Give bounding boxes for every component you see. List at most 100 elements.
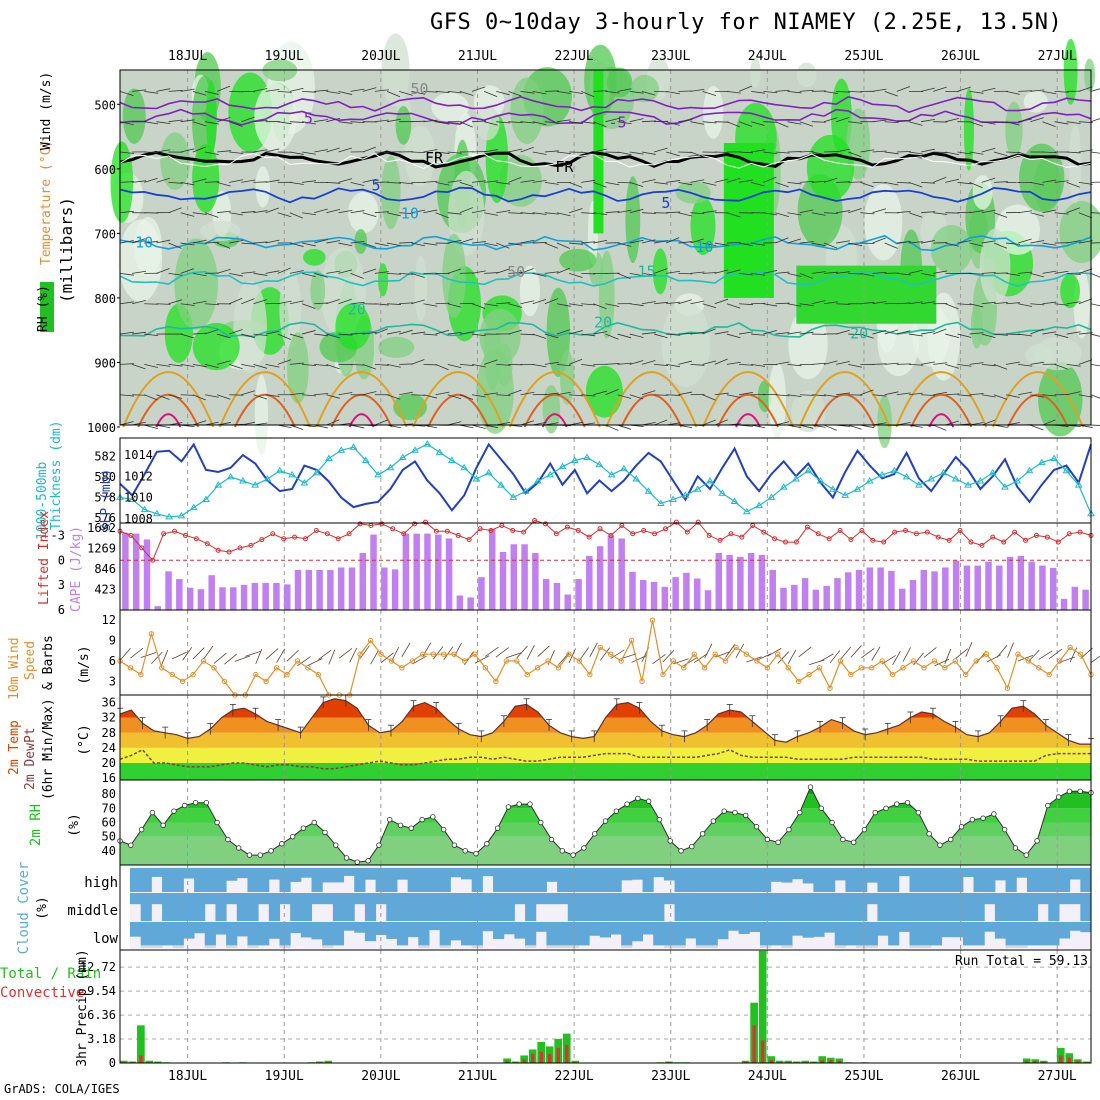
wind-speed-point — [482, 665, 489, 671]
cloud-bar — [194, 922, 206, 934]
cloud-bar — [1069, 922, 1081, 931]
rh-point — [926, 831, 932, 837]
contour-label: 15 — [638, 262, 656, 280]
wind-barb — [945, 151, 960, 156]
wind-barb — [526, 644, 535, 660]
cloud-bar — [610, 893, 622, 921]
rh-shading — [254, 374, 269, 456]
wind-barb — [617, 88, 632, 92]
y-axis-label-right: CAPE (J/kg) — [69, 526, 84, 612]
wind-barb — [908, 363, 923, 366]
wind-barb — [156, 239, 171, 244]
precip-total-bar — [801, 1060, 810, 1063]
rh-shading — [1005, 101, 1023, 158]
rh-point — [807, 784, 814, 790]
wind-barb — [204, 181, 219, 183]
wind-speed-point — [284, 671, 290, 678]
wind-barb — [629, 181, 644, 187]
wind-barb — [301, 151, 316, 155]
cloud-bar — [706, 922, 718, 946]
wind-barb — [289, 87, 304, 92]
wind-barb — [1007, 642, 1014, 658]
wind-barb — [799, 150, 814, 153]
rh-shading — [519, 265, 540, 317]
wind-barb — [496, 302, 511, 305]
precip-convective-bar — [1067, 1057, 1071, 1063]
precip-convective-bar — [1076, 1060, 1080, 1063]
wind-barb — [168, 272, 183, 276]
rh-shading — [122, 88, 146, 144]
cape-bar — [715, 552, 723, 610]
rh-shading — [1060, 273, 1081, 309]
cloud-bar — [1016, 868, 1028, 878]
thickness-point — [730, 497, 739, 504]
cloud-bar — [727, 868, 740, 892]
wind-barb — [245, 650, 261, 657]
bottom-date-label: 23JUL — [651, 1069, 690, 1084]
isotherm-hot — [813, 393, 876, 428]
y-tick-label: 578 — [94, 490, 116, 504]
wind-barb — [399, 90, 413, 96]
wind-barb — [339, 648, 353, 659]
wind-barb — [641, 151, 656, 155]
lifted-index-point — [826, 536, 832, 542]
lifted-index-point — [903, 527, 909, 533]
cloud-bar — [268, 893, 280, 921]
wind-barb — [569, 242, 584, 245]
wind-barb — [241, 333, 255, 339]
wind-barb — [216, 268, 231, 274]
thickness-point — [767, 493, 776, 500]
upper-air-frame — [119, 69, 1092, 426]
cloud-bar — [172, 868, 184, 892]
wind-barb — [289, 212, 303, 219]
bottom-date-label: 26JUL — [941, 1069, 980, 1084]
wind-barb — [471, 394, 486, 398]
cape-bar — [348, 567, 356, 610]
cloud-bar — [183, 893, 195, 921]
wind-barb — [884, 362, 899, 365]
wind-barb — [119, 181, 135, 183]
wind-barb — [641, 212, 656, 214]
wind-barb — [423, 303, 438, 307]
cloud-bar — [1037, 922, 1049, 946]
cloud-bar — [621, 893, 633, 921]
thickness-point — [976, 477, 985, 484]
cloud-bar — [247, 893, 259, 921]
thickness-point — [177, 511, 186, 519]
wind-barb — [132, 394, 147, 396]
wind-barb — [362, 391, 377, 396]
cape-bar — [737, 556, 744, 610]
cloud-bar — [792, 893, 804, 921]
wind-barb — [192, 121, 207, 127]
cape-bar — [208, 575, 215, 610]
wind-barb — [775, 181, 789, 188]
wind-barb — [799, 209, 814, 214]
wind-barb — [277, 267, 291, 274]
wind-barb — [386, 212, 401, 217]
wind-barb — [297, 656, 311, 667]
lifted-index-point — [335, 536, 341, 542]
rh-point — [980, 815, 986, 821]
wind-barb — [483, 90, 498, 97]
wind-barb — [921, 394, 936, 396]
contour-label: 20 — [348, 301, 366, 319]
lifted-index-point — [324, 531, 330, 537]
isotherm-hot — [717, 393, 779, 428]
wind-barb — [301, 242, 316, 247]
cape-bar — [499, 552, 507, 610]
wind-barb — [617, 424, 632, 430]
y-tick-label-right: 1269 — [87, 542, 116, 556]
cape-bar — [974, 565, 981, 610]
wind-barb — [386, 90, 401, 98]
lifted-index-point — [510, 527, 516, 533]
thickness-point — [841, 491, 850, 498]
wind-barb — [581, 394, 596, 397]
y-axis-label-right: SLP (mb) — [99, 469, 114, 532]
wind-barb — [265, 270, 280, 274]
cloud-bar — [941, 893, 953, 921]
wind-barb — [738, 151, 754, 154]
wind-barb — [787, 121, 802, 125]
y-tick-label: 0 — [109, 1056, 116, 1070]
cloud-bar — [482, 922, 494, 932]
wind-barb — [386, 330, 401, 335]
